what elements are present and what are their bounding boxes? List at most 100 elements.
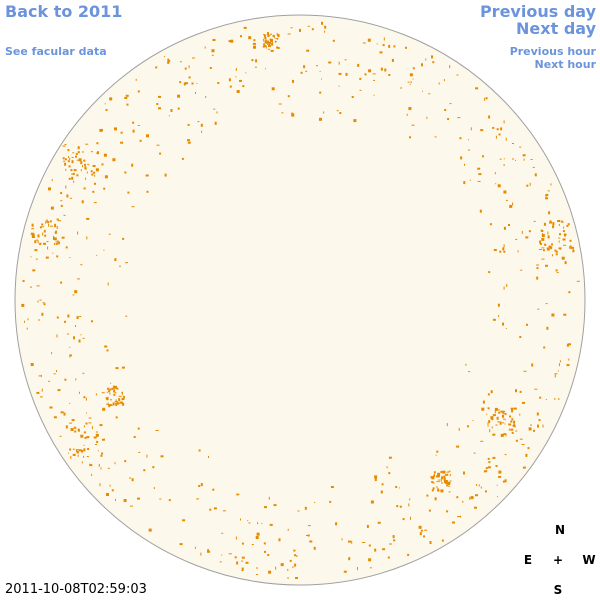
- facula: [428, 93, 431, 95]
- facula: [137, 497, 140, 500]
- facula: [468, 371, 471, 373]
- facula: [341, 538, 343, 541]
- facula: [513, 420, 516, 424]
- facula: [112, 385, 115, 389]
- facula: [418, 525, 422, 529]
- facula: [373, 79, 376, 81]
- facula: [146, 454, 148, 458]
- facula: [433, 471, 436, 474]
- next-day-link[interactable]: Next day: [516, 19, 596, 38]
- facula: [211, 49, 215, 53]
- facula: [89, 464, 93, 467]
- facula: [412, 67, 415, 70]
- facula: [446, 510, 449, 513]
- facula: [241, 560, 244, 562]
- facula: [82, 337, 85, 339]
- facula: [109, 484, 111, 487]
- facula: [449, 103, 452, 105]
- facula: [563, 313, 567, 316]
- facula: [462, 500, 464, 503]
- facula: [96, 254, 98, 256]
- facula: [64, 378, 67, 381]
- facula: [437, 488, 440, 492]
- facula: [505, 327, 507, 329]
- facula: [478, 484, 480, 487]
- facula: [273, 504, 277, 507]
- facula: [72, 448, 75, 450]
- facula: [568, 343, 571, 346]
- facula: [198, 449, 201, 452]
- facula: [300, 71, 303, 74]
- facula: [122, 395, 124, 399]
- facula: [468, 139, 469, 141]
- facula: [31, 223, 34, 227]
- facula: [34, 249, 38, 252]
- facula: [97, 450, 99, 452]
- facula: [146, 134, 149, 138]
- facula: [124, 171, 127, 174]
- facula: [339, 112, 342, 114]
- facula: [336, 110, 339, 112]
- facula: [264, 506, 267, 509]
- facula: [253, 45, 256, 49]
- facula: [504, 454, 507, 456]
- facula: [485, 97, 488, 100]
- facula: [153, 487, 155, 490]
- facula: [287, 33, 291, 35]
- facula: [94, 182, 96, 185]
- facula: [156, 144, 160, 146]
- facula: [54, 243, 56, 245]
- previous-day-link[interactable]: Previous day: [479, 2, 596, 21]
- facula: [459, 137, 462, 140]
- facula: [200, 483, 203, 487]
- facula: [319, 117, 322, 121]
- facula: [91, 173, 94, 176]
- back-link[interactable]: Back to 2011: [5, 2, 123, 21]
- facula: [384, 68, 387, 72]
- facula: [464, 163, 465, 166]
- facula: [281, 112, 284, 114]
- facula: [389, 543, 392, 545]
- next-hour-link[interactable]: Next hour: [534, 58, 597, 71]
- facula: [77, 231, 79, 235]
- facula: [70, 169, 73, 172]
- facula: [410, 81, 412, 84]
- facula: [73, 169, 77, 172]
- facula: [510, 407, 514, 410]
- facula: [321, 78, 322, 80]
- facula: [434, 136, 437, 138]
- facula: [86, 217, 90, 220]
- facula: [487, 393, 490, 396]
- facula: [115, 399, 117, 403]
- previous-hour-link[interactable]: Previous hour: [509, 45, 596, 58]
- facula: [91, 473, 93, 476]
- facula: [264, 37, 267, 40]
- facula: [67, 314, 70, 318]
- facular-data-link[interactable]: See facular data: [5, 45, 107, 58]
- facula: [108, 404, 111, 408]
- facula: [291, 112, 294, 116]
- facula: [83, 448, 86, 452]
- facula: [60, 411, 64, 414]
- facula: [45, 220, 47, 224]
- facula: [493, 414, 496, 416]
- facula: [566, 364, 570, 367]
- facula: [406, 113, 408, 116]
- facula: [36, 391, 40, 394]
- facula: [319, 91, 322, 94]
- facula: [121, 392, 123, 394]
- facula: [554, 373, 558, 375]
- facula: [123, 499, 127, 502]
- facula: [402, 518, 405, 521]
- facula: [243, 26, 247, 29]
- facula: [497, 303, 500, 307]
- facula: [125, 262, 129, 264]
- facula: [48, 380, 51, 382]
- facula: [201, 130, 203, 133]
- facula: [265, 68, 266, 70]
- facula: [393, 45, 396, 48]
- facula: [236, 90, 240, 93]
- facula: [271, 42, 274, 46]
- facula: [367, 38, 371, 42]
